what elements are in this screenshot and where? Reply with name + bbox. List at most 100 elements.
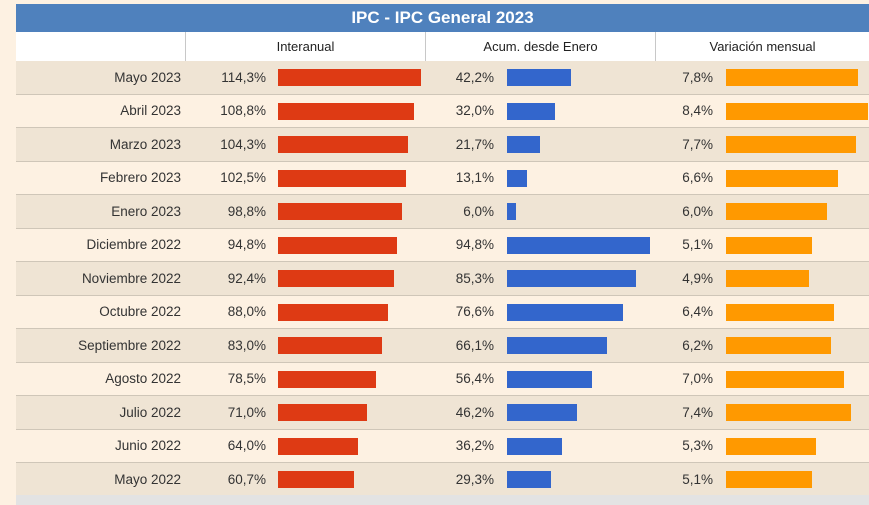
interanual-bar [278,69,421,86]
acumulado-bar [507,102,556,120]
table-row: Marzo 2023 104,3% 21,7% 7,7% [16,128,869,162]
acumulado-bar [507,69,571,86]
acumulado-value-label: 21,7% [455,136,494,152]
mensual-value-label: 5,3% [682,438,713,454]
category-label: Julio 2022 [119,404,181,420]
interanual-value-label: 92,4% [227,270,266,286]
acumulado-bar [507,203,517,220]
interanual-bar [278,203,402,220]
table-row: Noviembre 2022 92,4% 85,3% 4,9% [16,262,869,296]
category-label: Marzo 2023 [109,136,181,152]
mensual-value-label: 8,4% [682,103,713,119]
category-label: Abril 2023 [120,103,181,119]
interanual-value-label: 64,0% [227,438,266,454]
interanual-bar [278,404,367,421]
acumulado-bar [507,337,607,354]
interanual-bar [278,370,377,388]
mensual-bar [726,471,813,488]
mensual-bar [726,203,828,220]
interanual-bar [278,169,407,187]
interanual-bar [278,102,415,120]
mensual-value-label: 7,0% [682,371,713,387]
mensual-bar [726,236,813,254]
interanual-bar [278,136,409,153]
mensual-value-label: 6,0% [682,203,713,219]
mensual-value-label: 6,6% [682,170,713,186]
interanual-value-label: 60,7% [227,471,266,487]
acumulado-bar [507,471,552,488]
interanual-value-label: 102,5% [220,170,266,186]
interanual-value-label: 114,3% [221,69,266,85]
category-label: Septiembre 2022 [78,337,181,353]
header-acumulado: Acum. desde Enero [426,32,656,61]
mensual-value-label: 7,8% [682,69,713,85]
footer-strip [16,495,869,505]
acumulado-bar [507,370,593,388]
table-row: Enero 2023 98,8% 6,0% 6,0% [16,195,869,229]
header-interanual: Interanual [186,32,426,61]
mensual-bar [726,370,845,388]
mensual-bar [726,136,857,153]
interanual-bar [278,236,397,254]
mensual-value-label: 4,9% [682,270,713,286]
interanual-value-label: 104,3% [220,136,266,152]
category-label: Agosto 2022 [105,371,181,387]
category-label: Mayo 2022 [114,471,181,487]
mensual-bar [726,337,831,354]
acumulado-value-label: 36,2% [455,438,494,454]
interanual-bar [278,437,359,455]
category-label: Mayo 2023 [114,69,181,85]
acumulado-value-label: 32,0% [455,103,494,119]
acumulado-value-label: 29,3% [455,471,494,487]
acumulado-bar [507,437,562,455]
interanual-value-label: 78,5% [227,371,266,387]
mensual-bar [726,270,809,287]
mensual-value-label: 5,1% [682,237,713,253]
acumulado-value-label: 76,6% [455,304,494,320]
acumulado-value-label: 6,0% [463,203,494,219]
interanual-value-label: 83,0% [227,337,266,353]
table-row: Mayo 2023 114,3% 42,2% 7,8% [16,61,869,95]
mensual-bar [726,69,858,86]
mensual-value-label: 7,7% [682,136,713,152]
interanual-value-label: 88,0% [227,304,266,320]
acumulado-bar [507,169,527,187]
ipc-chart: IPC - IPC General 2023 Interanual Acum. … [16,4,869,505]
interanual-bar [278,471,354,488]
mensual-bar [726,404,852,421]
table-row: Febrero 2023 102,5% 13,1% 6,6% [16,161,869,195]
category-label: Enero 2023 [111,203,181,219]
interanual-value-label: 98,8% [227,203,266,219]
acumulado-value-label: 94,8% [455,237,494,253]
header-mensual: Variación mensual [656,32,869,61]
category-label: Junio 2022 [114,438,181,454]
category-label: Febrero 2023 [99,170,181,186]
table-row: Mayo 2022 60,7% 29,3% 5,1% [16,463,869,497]
table-row: Junio 2022 64,0% 36,2% 5,3% [16,429,869,463]
acumulado-value-label: 56,4% [455,371,494,387]
table-row: Octubre 2022 88,0% 76,6% 6,4% [16,295,869,329]
acumulado-bar [507,136,540,153]
acumulado-bar [507,236,650,254]
table-row: Diciembre 2022 94,8% 94,8% 5,1% [16,228,869,262]
mensual-bar [726,102,868,120]
table-row: Abril 2023 108,8% 32,0% 8,4% [16,94,869,128]
mensual-value-label: 7,4% [682,404,713,420]
mensual-bar [726,303,835,321]
acumulado-value-label: 42,2% [455,69,494,85]
acumulado-bar [507,303,623,321]
table-row: Septiembre 2022 83,0% 66,1% 6,2% [16,329,869,363]
mensual-value-label: 6,4% [682,304,713,320]
category-label: Diciembre 2022 [86,237,181,253]
header-blank [16,32,186,61]
category-label: Octubre 2022 [99,304,181,320]
interanual-bar [278,270,394,287]
acumulado-value-label: 85,3% [455,270,494,286]
left-margin [0,0,16,505]
mensual-bar [726,169,838,187]
mensual-value-label: 6,2% [682,337,713,353]
acumulado-bar [507,270,636,287]
acumulado-value-label: 66,1% [455,337,494,353]
interanual-value-label: 94,8% [227,237,266,253]
mensual-bar [726,437,816,455]
